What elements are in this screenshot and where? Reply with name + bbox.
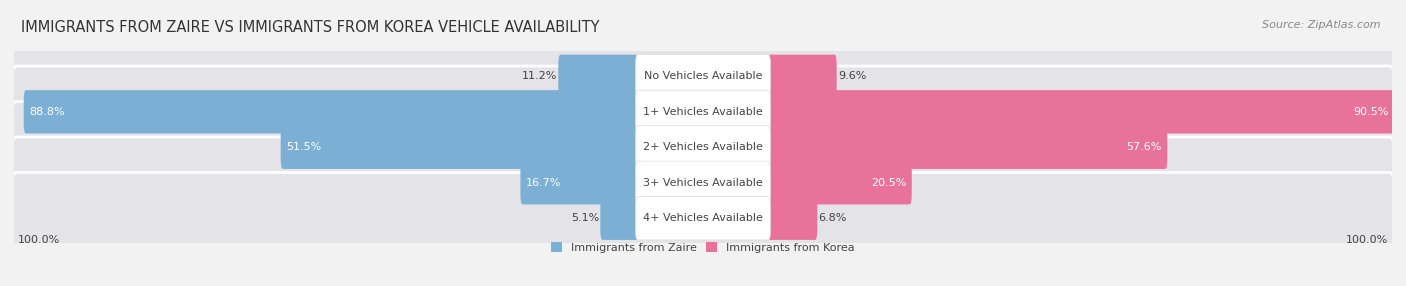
Legend: Immigrants from Zaire, Immigrants from Korea: Immigrants from Zaire, Immigrants from K… (551, 243, 855, 253)
FancyBboxPatch shape (24, 90, 640, 134)
Text: 20.5%: 20.5% (870, 178, 907, 188)
FancyBboxPatch shape (766, 196, 817, 240)
Text: 88.8%: 88.8% (30, 107, 65, 117)
FancyBboxPatch shape (558, 55, 640, 98)
FancyBboxPatch shape (636, 161, 770, 204)
Text: 9.6%: 9.6% (838, 71, 866, 81)
Text: 100.0%: 100.0% (17, 235, 59, 245)
Text: 6.8%: 6.8% (818, 213, 848, 223)
Text: 1+ Vehicles Available: 1+ Vehicles Available (643, 107, 763, 117)
FancyBboxPatch shape (636, 55, 770, 98)
FancyBboxPatch shape (636, 90, 770, 134)
Text: Source: ZipAtlas.com: Source: ZipAtlas.com (1263, 20, 1381, 30)
Text: 11.2%: 11.2% (522, 71, 557, 81)
FancyBboxPatch shape (11, 102, 1395, 193)
FancyBboxPatch shape (766, 161, 911, 204)
FancyBboxPatch shape (11, 31, 1395, 122)
FancyBboxPatch shape (766, 55, 837, 98)
Text: 5.1%: 5.1% (571, 213, 599, 223)
FancyBboxPatch shape (766, 90, 1393, 134)
Text: 51.5%: 51.5% (287, 142, 322, 152)
FancyBboxPatch shape (11, 137, 1395, 229)
FancyBboxPatch shape (600, 196, 640, 240)
Text: 4+ Vehicles Available: 4+ Vehicles Available (643, 213, 763, 223)
Text: 3+ Vehicles Available: 3+ Vehicles Available (643, 178, 763, 188)
Text: 16.7%: 16.7% (526, 178, 561, 188)
Text: 57.6%: 57.6% (1126, 142, 1161, 152)
FancyBboxPatch shape (281, 126, 640, 169)
Text: 90.5%: 90.5% (1353, 107, 1389, 117)
Text: 2+ Vehicles Available: 2+ Vehicles Available (643, 142, 763, 152)
FancyBboxPatch shape (636, 196, 770, 240)
Text: No Vehicles Available: No Vehicles Available (644, 71, 762, 81)
FancyBboxPatch shape (11, 66, 1395, 158)
FancyBboxPatch shape (520, 161, 640, 204)
FancyBboxPatch shape (636, 126, 770, 169)
Text: 100.0%: 100.0% (1347, 235, 1389, 245)
FancyBboxPatch shape (11, 172, 1395, 264)
Text: IMMIGRANTS FROM ZAIRE VS IMMIGRANTS FROM KOREA VEHICLE AVAILABILITY: IMMIGRANTS FROM ZAIRE VS IMMIGRANTS FROM… (21, 20, 599, 35)
FancyBboxPatch shape (766, 126, 1167, 169)
